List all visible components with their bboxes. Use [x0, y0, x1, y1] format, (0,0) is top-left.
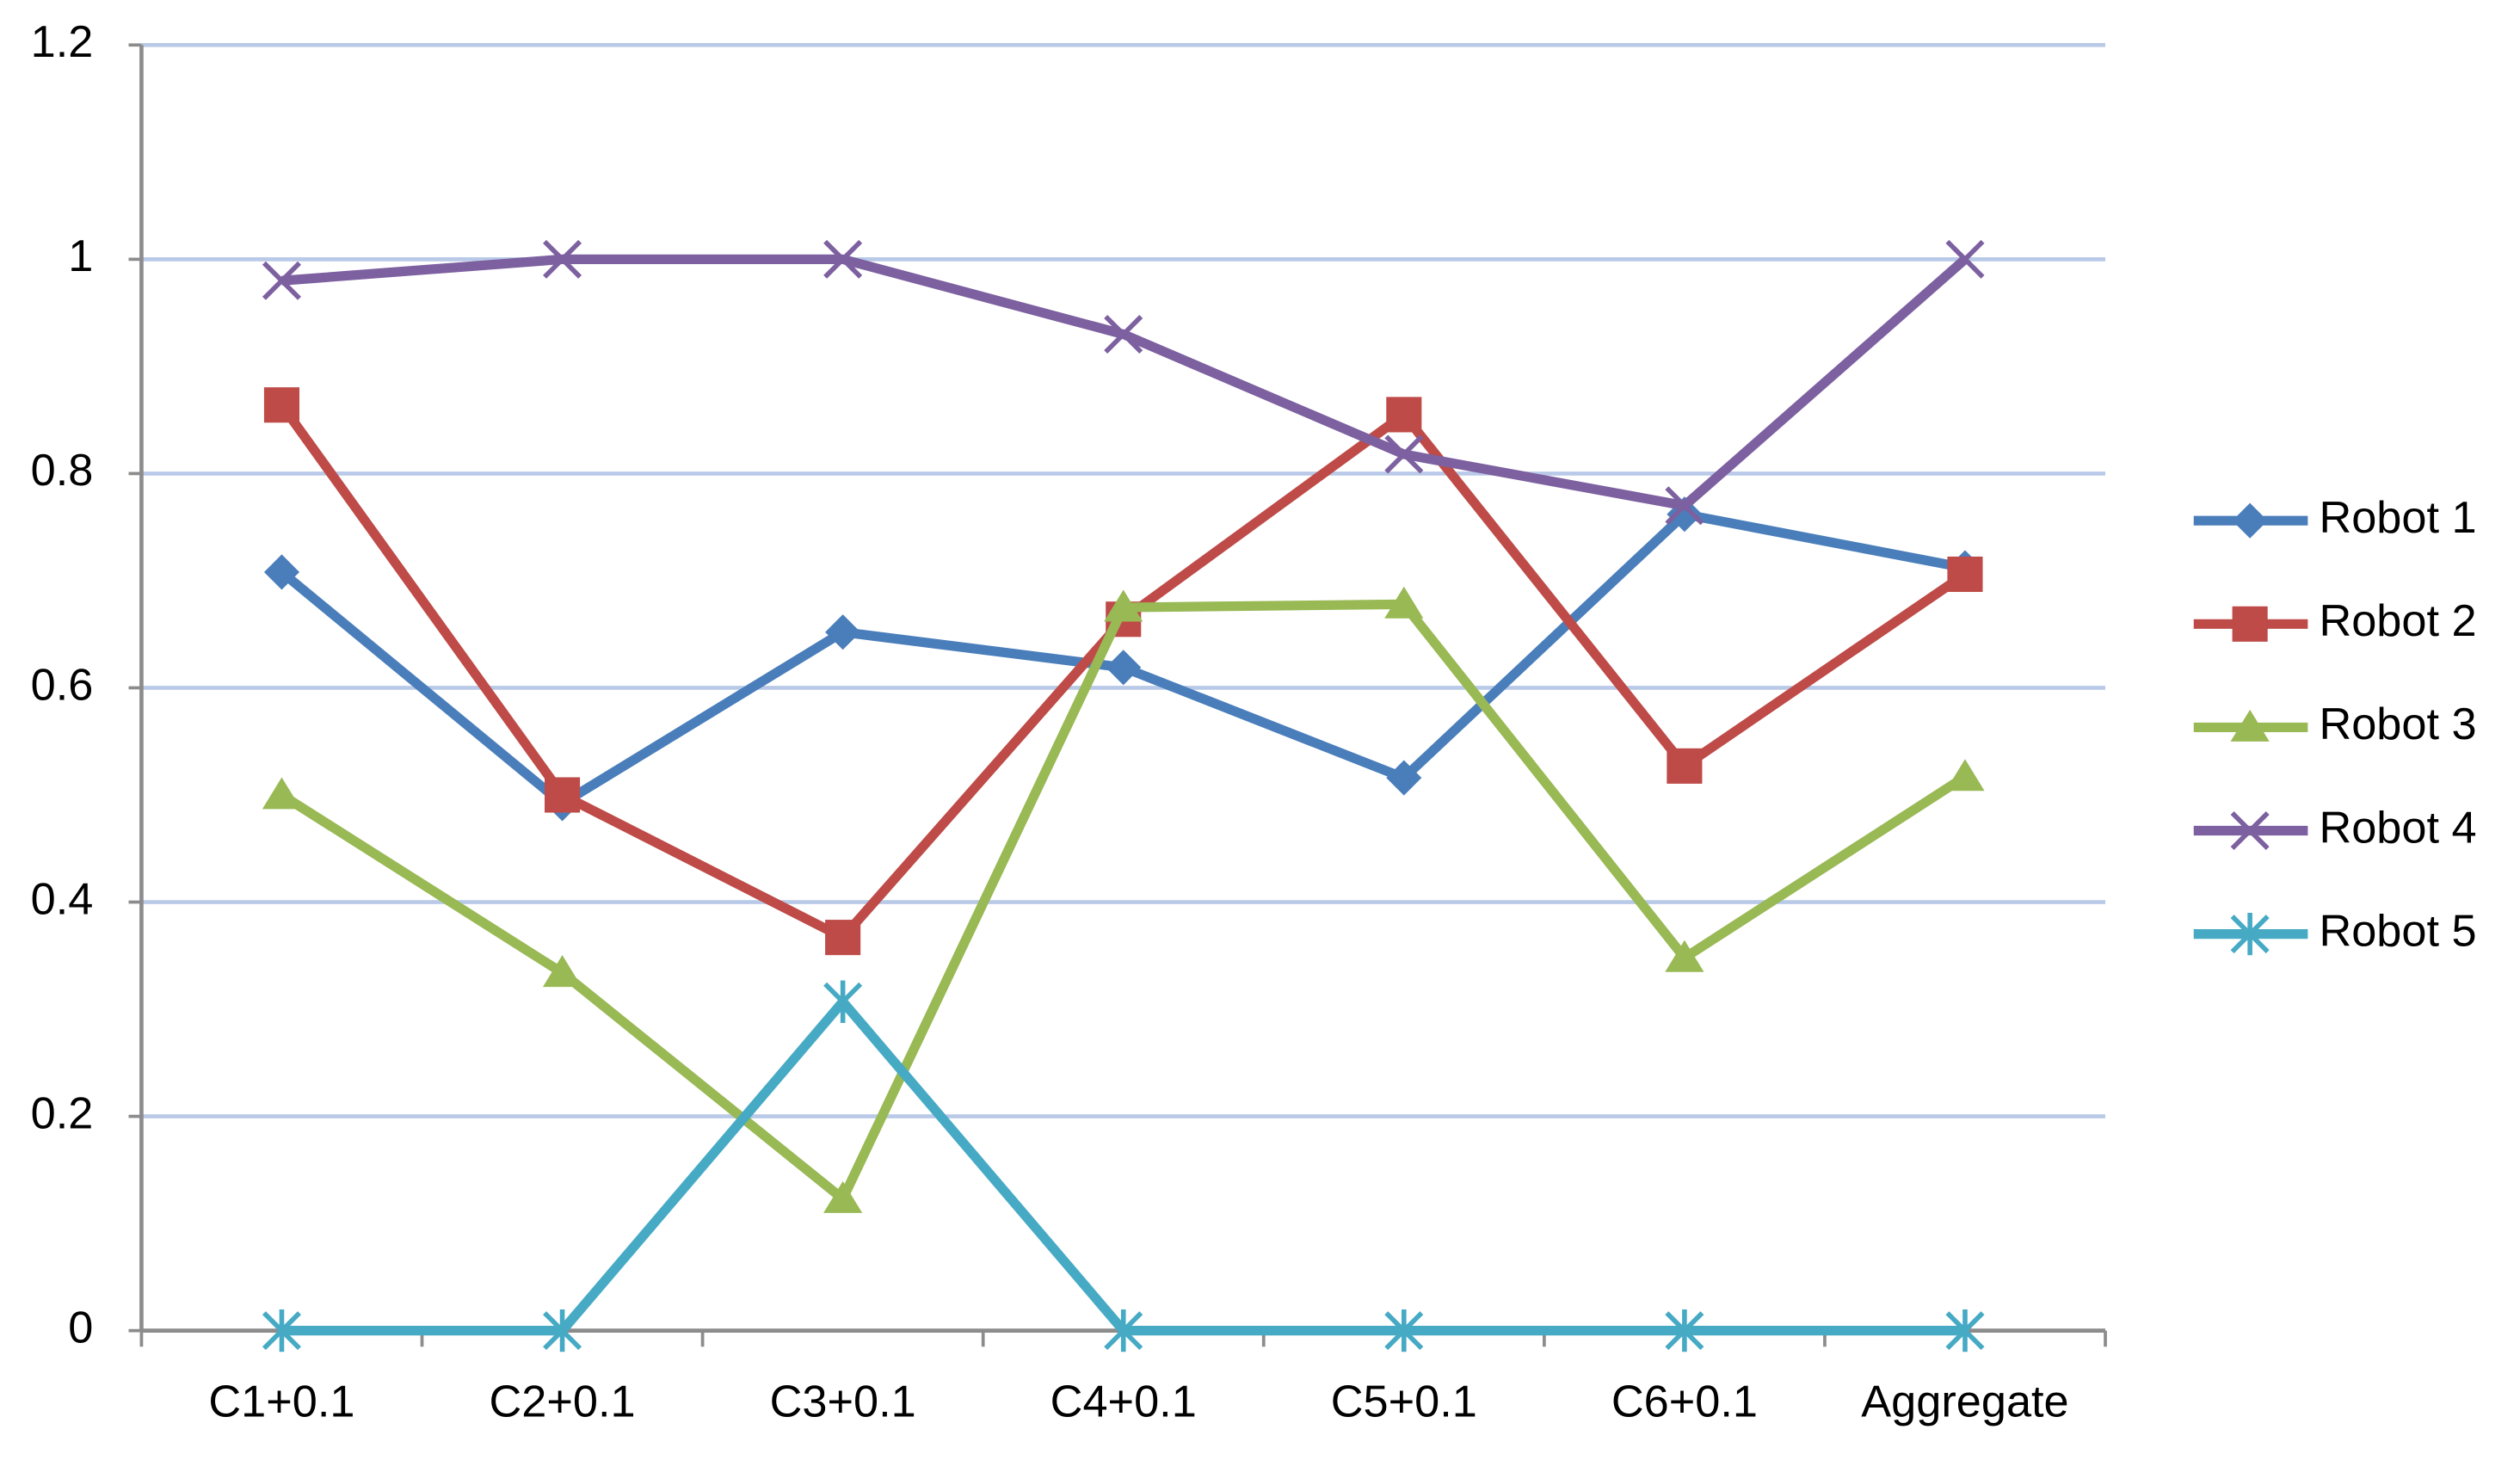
- marker: [1104, 314, 1143, 354]
- marker: [1667, 748, 1703, 784]
- marker: [545, 777, 581, 813]
- legend-marker: [2230, 912, 2270, 956]
- x-tick-label: Aggregate: [1861, 1377, 2068, 1426]
- marker: [1665, 939, 1704, 972]
- marker: [543, 1309, 582, 1352]
- marker: [1945, 759, 1985, 792]
- marker: [263, 387, 300, 423]
- legend-item: Robot 4: [2193, 803, 2477, 853]
- marker: [1665, 486, 1704, 526]
- legend-marker: [2230, 810, 2270, 851]
- marker: [262, 1309, 302, 1352]
- y-tick-label: 1.2: [31, 17, 94, 67]
- series: [263, 496, 1983, 822]
- x-tick-label: C6+0.1: [1611, 1377, 1758, 1426]
- legend-item: Robot 3: [2193, 699, 2477, 749]
- legend-marker: [2232, 502, 2268, 539]
- marker: [1106, 650, 1142, 686]
- y-tick-label: 0.6: [31, 660, 94, 710]
- marker: [1104, 589, 1143, 622]
- marker: [823, 980, 863, 1023]
- marker: [823, 239, 863, 279]
- marker: [1384, 1309, 1424, 1352]
- y-tick-label: 0: [68, 1303, 93, 1352]
- marker: [542, 955, 582, 988]
- marker: [825, 920, 861, 956]
- legend-marker: [2232, 606, 2268, 642]
- series-line: [281, 996, 1965, 1336]
- legend-marker: [2230, 709, 2270, 742]
- y-tick-label: 0.8: [31, 446, 94, 496]
- legend-item: Robot 2: [2193, 596, 2477, 646]
- marker: [543, 239, 582, 279]
- x-tick-label: C3+0.1: [770, 1377, 916, 1426]
- marker: [1386, 397, 1422, 433]
- x-tick-label: C5+0.1: [1331, 1377, 1477, 1426]
- y-tick-label: 1: [68, 231, 93, 281]
- y-tick-label: 0.2: [31, 1088, 94, 1138]
- legend-label: Robot 5: [2319, 906, 2476, 956]
- series-line: [281, 254, 1969, 511]
- marker: [1945, 239, 1985, 279]
- marker: [1947, 556, 1983, 593]
- marker: [823, 1180, 863, 1213]
- x-tick-label: C1+0.1: [208, 1377, 354, 1426]
- legend-item: Robot 1: [2193, 493, 2477, 543]
- series: [262, 239, 1985, 526]
- y-tick-label: 0.4: [31, 874, 94, 924]
- legend-label: Robot 2: [2319, 596, 2476, 646]
- marker: [1945, 1309, 1985, 1352]
- marker: [262, 261, 302, 300]
- x-tick-label: C2+0.1: [490, 1377, 636, 1426]
- marker: [262, 777, 302, 810]
- marker: [1104, 1309, 1143, 1352]
- legend-label: Robot 3: [2319, 699, 2476, 749]
- legend-label: Robot 4: [2319, 803, 2476, 853]
- legend-item: Robot 5: [2193, 906, 2477, 956]
- series: [262, 980, 1985, 1352]
- x-tick-label: C4+0.1: [1051, 1377, 1197, 1426]
- legend-label: Robot 1: [2319, 493, 2476, 543]
- marker: [1384, 586, 1424, 619]
- marker: [1665, 1309, 1704, 1352]
- marker: [1384, 434, 1424, 474]
- series: [262, 586, 1985, 1213]
